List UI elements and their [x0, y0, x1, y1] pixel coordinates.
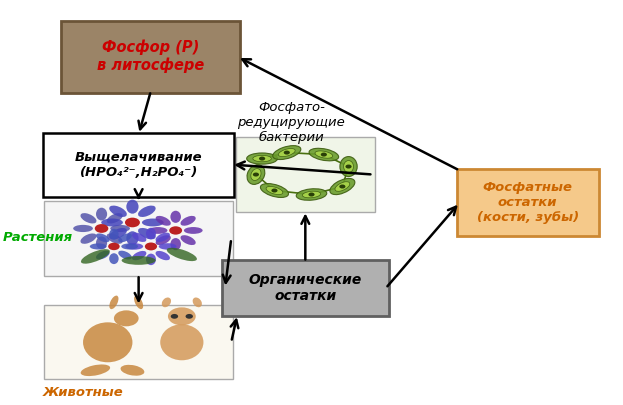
- Circle shape: [95, 224, 108, 233]
- Ellipse shape: [168, 307, 196, 325]
- Ellipse shape: [132, 232, 146, 242]
- Ellipse shape: [107, 213, 123, 224]
- Text: Животные: Животные: [42, 386, 123, 399]
- Ellipse shape: [118, 251, 132, 260]
- Ellipse shape: [181, 235, 196, 245]
- FancyBboxPatch shape: [222, 260, 389, 316]
- Ellipse shape: [162, 298, 171, 307]
- Ellipse shape: [125, 243, 143, 249]
- Circle shape: [272, 188, 277, 192]
- Ellipse shape: [181, 216, 196, 226]
- Circle shape: [346, 164, 351, 168]
- Ellipse shape: [138, 228, 156, 239]
- Ellipse shape: [121, 256, 156, 265]
- Ellipse shape: [80, 364, 110, 376]
- Ellipse shape: [296, 189, 327, 200]
- Circle shape: [259, 157, 265, 160]
- Ellipse shape: [109, 206, 127, 217]
- Ellipse shape: [344, 160, 353, 173]
- Ellipse shape: [170, 238, 181, 250]
- Ellipse shape: [110, 225, 130, 232]
- Ellipse shape: [80, 233, 97, 244]
- Ellipse shape: [184, 227, 202, 234]
- FancyBboxPatch shape: [43, 132, 234, 196]
- Ellipse shape: [149, 227, 168, 234]
- Ellipse shape: [330, 179, 355, 195]
- Ellipse shape: [107, 233, 123, 244]
- Ellipse shape: [253, 156, 272, 162]
- Ellipse shape: [134, 296, 143, 309]
- Circle shape: [108, 243, 120, 250]
- Ellipse shape: [193, 298, 202, 307]
- Circle shape: [145, 243, 157, 250]
- Ellipse shape: [170, 211, 181, 223]
- Ellipse shape: [315, 151, 333, 158]
- Ellipse shape: [114, 310, 138, 326]
- Circle shape: [308, 192, 315, 196]
- FancyBboxPatch shape: [62, 21, 240, 93]
- Circle shape: [171, 314, 178, 319]
- Text: Растения: Растения: [2, 231, 73, 244]
- Ellipse shape: [109, 229, 118, 240]
- Ellipse shape: [156, 232, 170, 242]
- Ellipse shape: [96, 251, 110, 260]
- Text: Выщелачивание
(НРО₄²⁻,Н₂РО₄⁻): Выщелачивание (НРО₄²⁻,Н₂РО₄⁻): [75, 151, 202, 179]
- Circle shape: [169, 226, 182, 234]
- Circle shape: [283, 151, 290, 155]
- Ellipse shape: [247, 165, 265, 184]
- Ellipse shape: [118, 233, 132, 242]
- FancyBboxPatch shape: [44, 305, 233, 379]
- Ellipse shape: [156, 235, 171, 245]
- Ellipse shape: [146, 254, 156, 265]
- Circle shape: [340, 185, 346, 188]
- Text: Фосфато-
редуцирующие
бактерии: Фосфато- редуцирующие бактерии: [237, 101, 345, 144]
- Ellipse shape: [142, 219, 164, 226]
- Text: Фосфатные
остатки
(кости, зубы): Фосфатные остатки (кости, зубы): [477, 181, 579, 224]
- Ellipse shape: [96, 208, 107, 220]
- Text: Фосфор (Р)
в литосфере: Фосфор (Р) в литосфере: [97, 40, 204, 73]
- Ellipse shape: [83, 322, 133, 362]
- Ellipse shape: [251, 168, 261, 181]
- Ellipse shape: [266, 186, 283, 194]
- Ellipse shape: [109, 228, 127, 239]
- Circle shape: [125, 217, 140, 227]
- Ellipse shape: [96, 233, 110, 242]
- Ellipse shape: [146, 228, 156, 239]
- Ellipse shape: [96, 237, 107, 249]
- Circle shape: [186, 314, 193, 319]
- Ellipse shape: [81, 249, 110, 264]
- Ellipse shape: [80, 213, 97, 224]
- Ellipse shape: [90, 243, 107, 249]
- Ellipse shape: [309, 148, 339, 161]
- Ellipse shape: [260, 183, 288, 198]
- Text: Органические
остатки: Органические остатки: [249, 273, 362, 303]
- FancyBboxPatch shape: [44, 201, 233, 275]
- Ellipse shape: [247, 153, 277, 164]
- Ellipse shape: [156, 251, 170, 260]
- Ellipse shape: [278, 149, 295, 157]
- Ellipse shape: [335, 182, 350, 191]
- Ellipse shape: [109, 253, 118, 264]
- Ellipse shape: [101, 219, 123, 226]
- Ellipse shape: [73, 225, 93, 232]
- Ellipse shape: [340, 157, 357, 177]
- Ellipse shape: [138, 206, 156, 217]
- Ellipse shape: [160, 324, 204, 360]
- Ellipse shape: [156, 216, 171, 226]
- Circle shape: [321, 153, 327, 157]
- Ellipse shape: [273, 146, 301, 160]
- Ellipse shape: [120, 365, 145, 376]
- Ellipse shape: [126, 200, 138, 214]
- FancyBboxPatch shape: [235, 137, 375, 212]
- Ellipse shape: [302, 191, 321, 198]
- Ellipse shape: [167, 248, 197, 261]
- FancyBboxPatch shape: [457, 168, 599, 237]
- Ellipse shape: [159, 243, 176, 249]
- Ellipse shape: [126, 231, 138, 245]
- Ellipse shape: [110, 296, 118, 309]
- Circle shape: [253, 173, 259, 177]
- Ellipse shape: [132, 251, 146, 260]
- Ellipse shape: [121, 243, 138, 249]
